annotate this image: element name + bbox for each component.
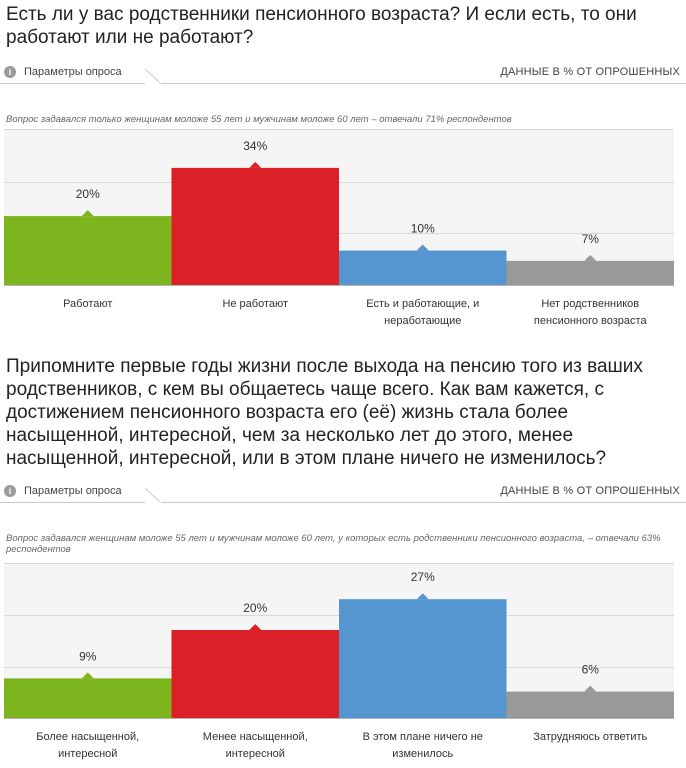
bar-chart-2: 9% 20% 27% 6% (4, 570, 675, 718)
survey-params-link[interactable]: Параметры опроса (24, 485, 122, 497)
units-label: ДАННЫЕ В % ОТ ОПРОШЕННЫХ (500, 485, 680, 497)
value-label-2: 34% (243, 139, 267, 153)
bar-2[interactable] (171, 167, 340, 285)
survey-note-1: Вопрос задавался только женщинам моложе … (6, 114, 512, 125)
value-label-3: 27% (411, 570, 435, 584)
value-label-4: 6% (582, 663, 600, 677)
category-label-3: В этом плане ничего не изменилось (362, 731, 483, 760)
chart-area-1: 20% 34% 10% 7% (4, 129, 674, 286)
bar-marker-3 (416, 593, 429, 600)
bar-1[interactable] (4, 678, 172, 718)
chart-block-1: Есть ли у вас родственники пенсионного в… (0, 0, 686, 340)
value-label-4: 7% (582, 232, 600, 246)
value-label-2: 20% (243, 601, 267, 615)
info-icon[interactable]: i (4, 66, 16, 78)
category-label-1: Работают (63, 298, 113, 310)
params-row-2: i Параметры опроса ДАННЫЕ В % ОТ ОПРОШЕН… (0, 481, 686, 503)
bar-1[interactable] (4, 216, 172, 285)
category-label-4: Затрудняюсь ответить (533, 731, 648, 743)
category-label-4: Нет родственников пенсионного возраста (533, 298, 647, 327)
question-title-2: Припомните первые годы жизни после выход… (6, 356, 643, 469)
bar-marker-3 (416, 244, 429, 251)
bar-marker-1 (81, 210, 94, 217)
bar-4[interactable] (506, 691, 675, 718)
chart-area-2: 9% 20% 27% 6% (4, 563, 674, 719)
value-label-3: 10% (411, 222, 435, 236)
info-icon[interactable]: i (4, 485, 16, 497)
bar-3[interactable] (339, 250, 507, 285)
category-label-2: Не работают (222, 298, 289, 310)
survey-params-link[interactable]: Параметры опроса (24, 66, 122, 78)
bar-2[interactable] (171, 630, 340, 718)
category-label-2: Менее насыщенной, интересной (202, 731, 308, 760)
question-title-1: Есть ли у вас родственники пенсионного в… (6, 4, 637, 48)
bar-marker-1 (81, 672, 94, 679)
params-row-1: i Параметры опроса ДАННЫЕ В % ОТ ОПРОШЕН… (0, 62, 686, 84)
bar-chart-1: 20% 34% 10% 7% (4, 139, 675, 285)
value-label-1: 20% (76, 187, 100, 201)
bar-3[interactable] (339, 599, 507, 718)
units-label: ДАННЫЕ В % ОТ ОПРОШЕННЫХ (500, 66, 680, 78)
category-label-1: Более насыщенной, интересной (36, 731, 140, 760)
divider-notch-1 (145, 68, 161, 84)
divider-1 (0, 83, 686, 84)
divider-2 (0, 502, 686, 503)
bar-marker-4 (584, 685, 597, 692)
value-label-1: 9% (79, 649, 97, 663)
survey-note-2: Вопрос задавался женщинам моложе 55 лет … (6, 533, 661, 555)
divider-notch-2 (145, 487, 161, 503)
bar-marker-2 (249, 624, 262, 630)
category-label-3: Есть и работающие, и неработающие (366, 298, 480, 327)
bar-4[interactable] (506, 260, 675, 285)
bar-marker-4 (584, 254, 597, 261)
bar-marker-2 (249, 161, 262, 168)
